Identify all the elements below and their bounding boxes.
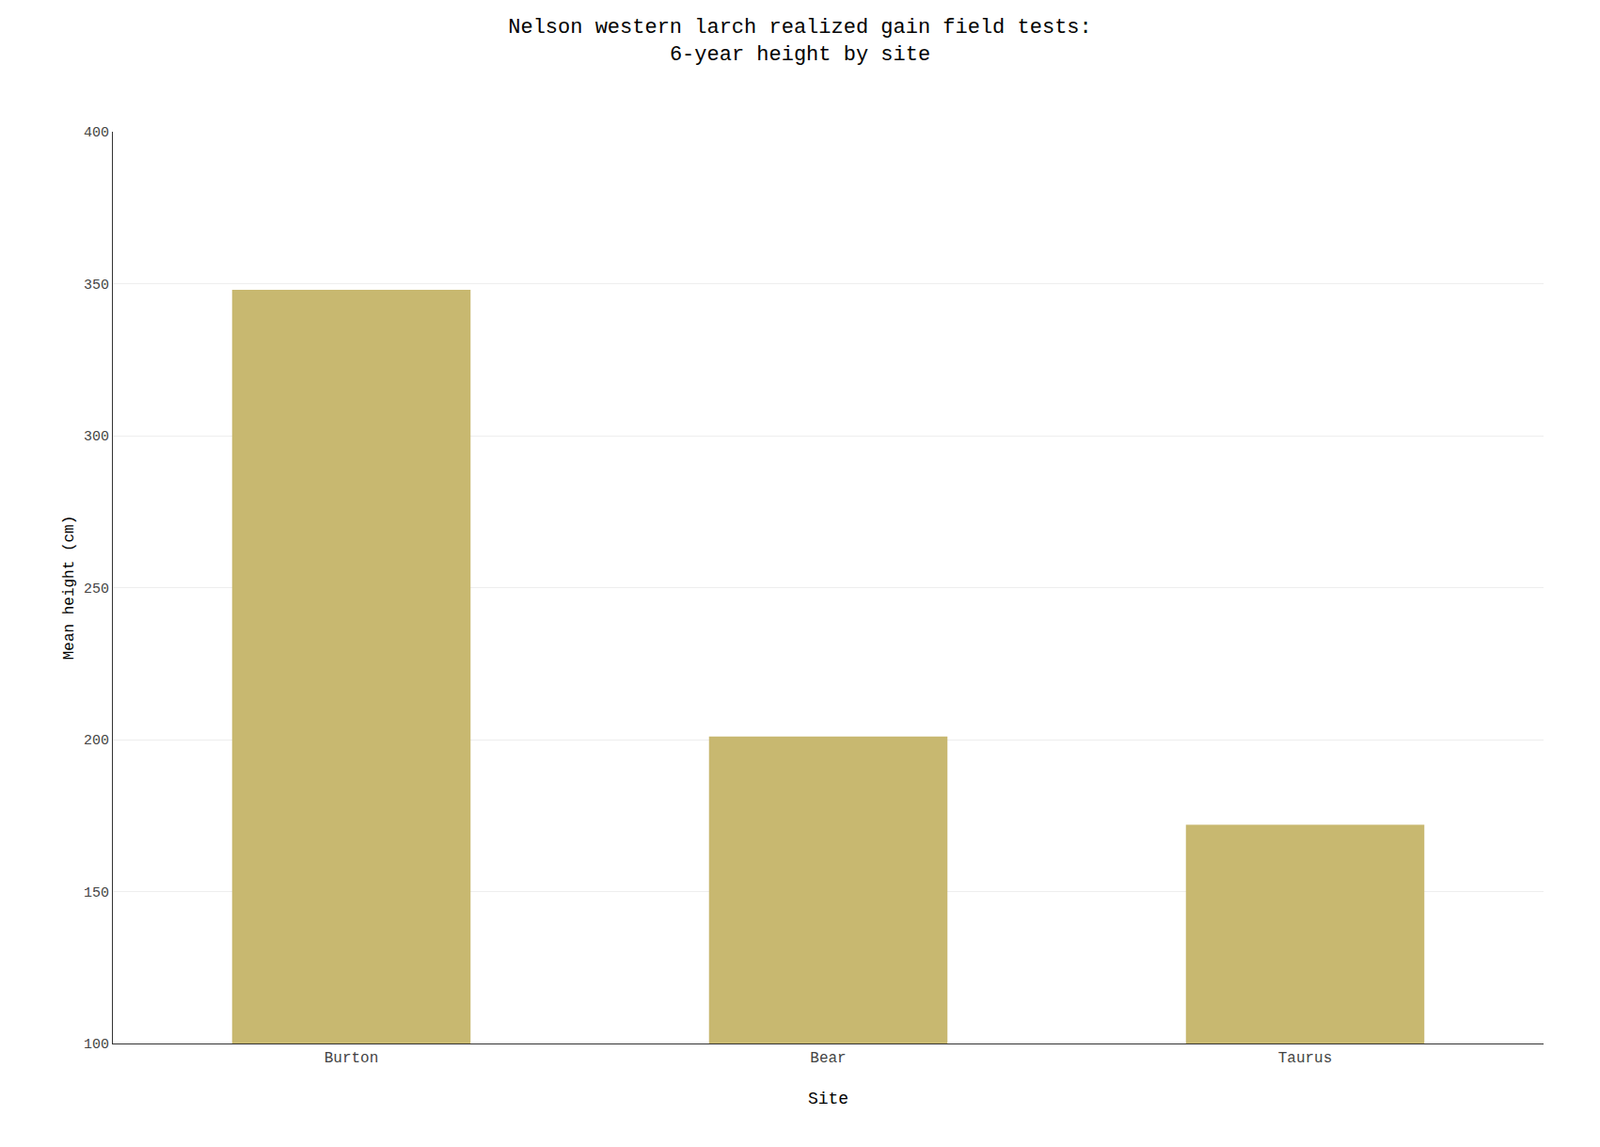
svg-text:250: 250 bbox=[83, 581, 110, 598]
svg-text:Site: Site bbox=[807, 1089, 849, 1109]
svg-text:400: 400 bbox=[83, 125, 110, 142]
svg-text:100: 100 bbox=[83, 1036, 110, 1053]
svg-text:Taurus: Taurus bbox=[1278, 1049, 1333, 1067]
svg-text:350: 350 bbox=[83, 277, 110, 294]
svg-text:Bear: Bear bbox=[809, 1049, 846, 1067]
svg-text:150: 150 bbox=[83, 885, 110, 902]
svg-text:Mean height (cm): Mean height (cm) bbox=[61, 515, 79, 661]
svg-text:Nelson western larch realized: Nelson western larch realized gain field… bbox=[507, 15, 1093, 67]
svg-text:300: 300 bbox=[83, 428, 110, 445]
svg-text:Burton: Burton bbox=[324, 1049, 380, 1067]
svg-text:200: 200 bbox=[83, 732, 110, 749]
